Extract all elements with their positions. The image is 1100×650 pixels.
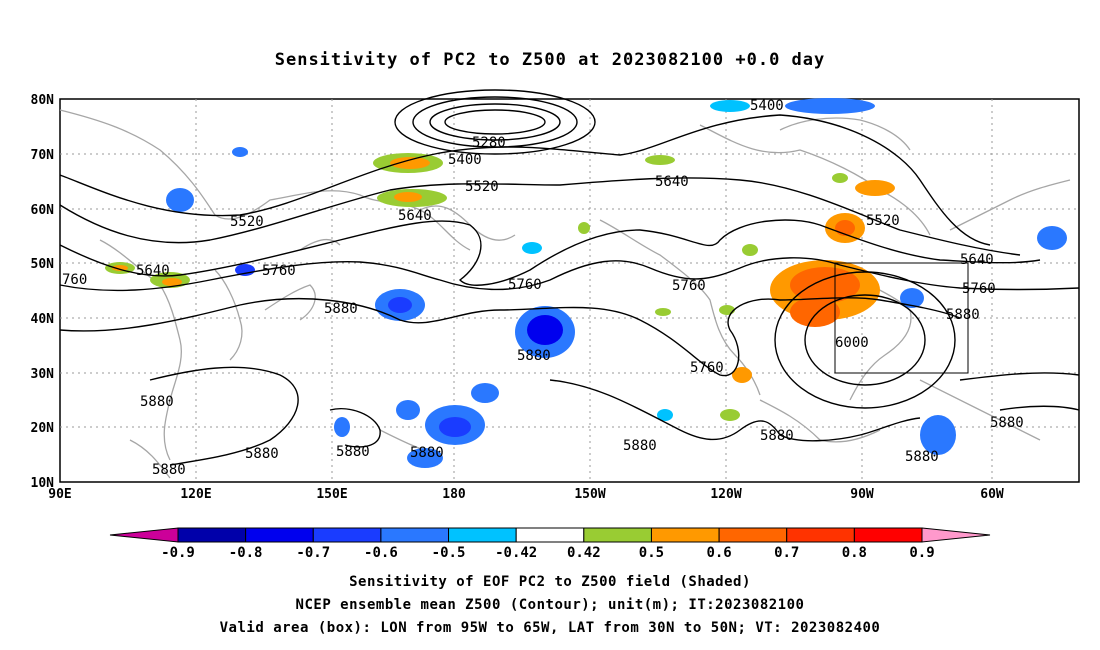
contour-label: 5880 xyxy=(623,438,657,454)
colorbar-label: -0.9 xyxy=(161,545,195,561)
contour-label: 5760 xyxy=(508,277,542,293)
lat-label: 20N xyxy=(31,421,55,436)
caption-line-2: NCEP ensemble mean Z500 (Contour); unit(… xyxy=(295,597,805,613)
colorbar-segment xyxy=(177,527,247,543)
contour-label: 5640 xyxy=(960,252,994,268)
colorbar-label: -0.8 xyxy=(229,545,263,561)
contour-label: 5880 xyxy=(245,446,279,462)
contour-label: 5760 xyxy=(690,360,724,376)
colorbar-label: -0.7 xyxy=(296,545,330,561)
lon-label: 150E xyxy=(316,487,347,502)
colorbar-segment xyxy=(718,527,788,543)
lat-label: 70N xyxy=(31,148,55,163)
colorbar-label: 0.42 xyxy=(567,545,601,561)
contour-label: 5640 xyxy=(398,208,432,224)
colorbar-segment xyxy=(853,527,923,543)
contour-label: 5880 xyxy=(152,462,186,478)
lon-label: 60W xyxy=(980,487,1004,502)
colorbar-label: 0.5 xyxy=(639,545,664,561)
lat-label: 10N xyxy=(31,476,55,491)
lon-label: 120E xyxy=(180,487,211,502)
contour-label: 5880 xyxy=(336,444,370,460)
colorbar-segment xyxy=(448,527,517,543)
contour-label: 6000 xyxy=(835,335,869,351)
colorbar-segment xyxy=(312,527,382,543)
contour-label: 5880 xyxy=(410,445,444,461)
coastlines xyxy=(59,109,1071,479)
lon-label: 180 xyxy=(442,487,466,502)
sensitivity-shading xyxy=(105,98,1067,468)
colorbar-segment xyxy=(515,527,585,543)
contour-label: 5400 xyxy=(448,152,482,168)
lat-label: 30N xyxy=(31,367,55,382)
colorbar-right-triangle xyxy=(921,527,991,543)
contour-label: 5760 xyxy=(262,263,296,279)
colorbar-label: 0.9 xyxy=(909,545,934,561)
contour-label: 5880 xyxy=(946,307,980,323)
colorbar-segment xyxy=(245,527,314,543)
colorbar-label: 0.6 xyxy=(706,545,731,561)
caption-line-3: Valid area (box): LON from 95W to 65W, L… xyxy=(219,620,881,636)
valid-area-box xyxy=(834,262,969,374)
lat-label: 60N xyxy=(31,203,55,218)
contour-label: 5520 xyxy=(465,179,499,195)
contour-label: 5880 xyxy=(990,415,1024,431)
contour-label: 5880 xyxy=(760,428,794,444)
colorbar-segment xyxy=(380,527,450,543)
contour-label: 5880 xyxy=(140,394,174,410)
contour-label: 5280 xyxy=(472,135,506,151)
contour-label: 5640 xyxy=(136,263,170,279)
colorbar-label: -0.42 xyxy=(495,545,537,561)
contour-label: 760 xyxy=(62,272,87,288)
contour-label: 5520 xyxy=(230,214,264,230)
colorbar-segment xyxy=(786,527,855,543)
colorbar-left-triangle xyxy=(109,527,179,543)
contour-label: 5400 xyxy=(750,98,784,114)
contour-label: 5760 xyxy=(672,278,706,294)
colorbar-label: 0.7 xyxy=(774,545,799,561)
contour-label: 5880 xyxy=(517,348,551,364)
z500-contours xyxy=(59,89,1080,466)
lon-label: 120W xyxy=(710,487,741,502)
lat-label: 50N xyxy=(31,257,55,272)
lat-label: 80N xyxy=(31,93,55,108)
contour-label: 5640 xyxy=(655,174,689,190)
colorbar-segment xyxy=(650,527,720,543)
colorbar: -0.9 -0.8 -0.7 -0.6 -0.5 -0.42 0.42 0.5 0.6 0.7 0.… xyxy=(109,527,991,561)
lon-label: 150W xyxy=(574,487,605,502)
contour-label: 5880 xyxy=(905,449,939,465)
caption-line-1: Sensitivity of EOF PC2 to Z500 field (Sh… xyxy=(349,574,751,590)
lat-label: 40N xyxy=(31,312,55,327)
lon-label: 90E xyxy=(48,487,71,502)
lon-label: 90W xyxy=(850,487,874,502)
contour-label: 5760 xyxy=(962,281,996,297)
contour-label: 5520 xyxy=(866,213,900,229)
map-title: Sensitivity of PC2 to Z500 at 2023082100… xyxy=(274,50,826,70)
colorbar-segment xyxy=(583,527,652,543)
colorbar-label: -0.5 xyxy=(432,545,466,561)
colorbar-label: 0.8 xyxy=(842,545,867,561)
contour-label: 5880 xyxy=(324,301,358,317)
colorbar-label: -0.6 xyxy=(364,545,398,561)
